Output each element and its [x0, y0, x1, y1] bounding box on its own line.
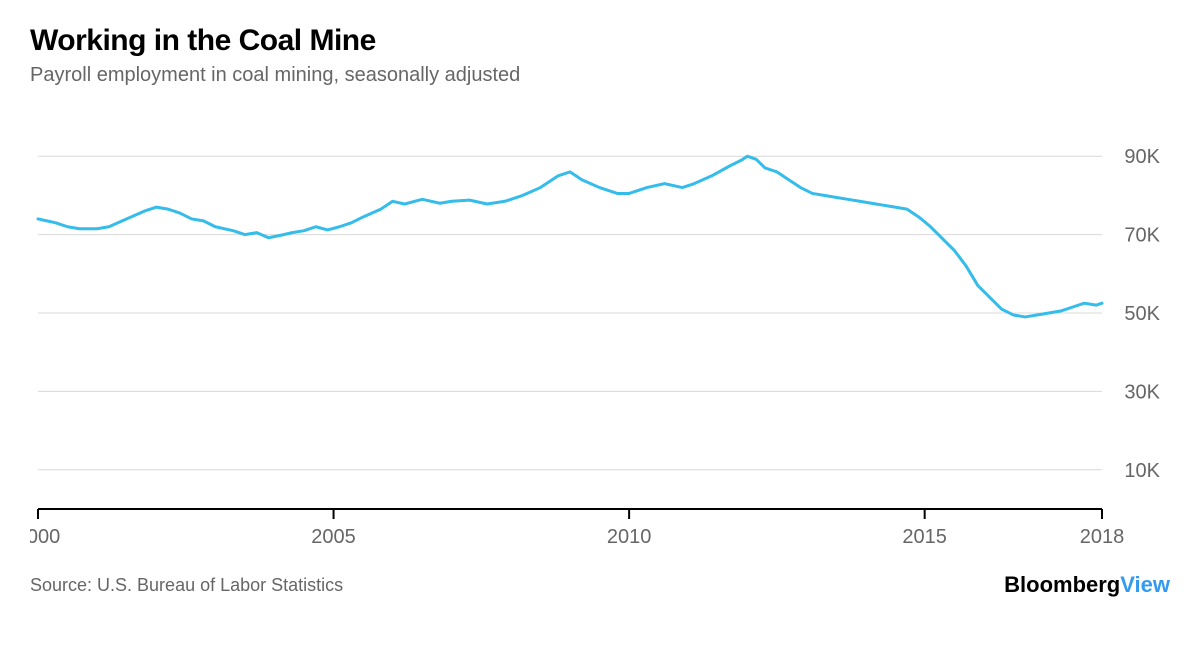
y-tick-label: 10K	[1124, 460, 1160, 482]
x-tick-label: 2010	[607, 526, 652, 548]
brand-sub: View	[1120, 572, 1170, 597]
chart-title: Working in the Coal Mine	[30, 24, 1170, 58]
y-tick-label: 70K	[1124, 225, 1160, 247]
brand-main: Bloomberg	[1004, 572, 1120, 597]
chart-subtitle: Payroll employment in coal mining, seaso…	[30, 64, 1170, 87]
y-tick-label: 30K	[1124, 381, 1160, 403]
chart-plot: 10K 30K 50K 70K 90K 2000 2005 2010 2015 2018	[30, 109, 1170, 554]
x-tick-label: 2005	[311, 526, 356, 548]
x-tick-label: 2018	[1080, 526, 1125, 548]
data-line	[38, 156, 1102, 317]
line-chart-svg: 10K 30K 50K 70K 90K 2000 2005 2010 2015 2018	[30, 109, 1170, 549]
brand-logo: BloombergView	[1004, 572, 1170, 598]
y-tick-label: 50K	[1124, 303, 1160, 325]
chart-source: Source: U.S. Bureau of Labor Statistics	[30, 575, 343, 596]
x-tick-label: 2000	[30, 526, 60, 548]
x-tick-label: 2015	[902, 526, 947, 548]
y-tick-label: 90K	[1124, 146, 1160, 168]
